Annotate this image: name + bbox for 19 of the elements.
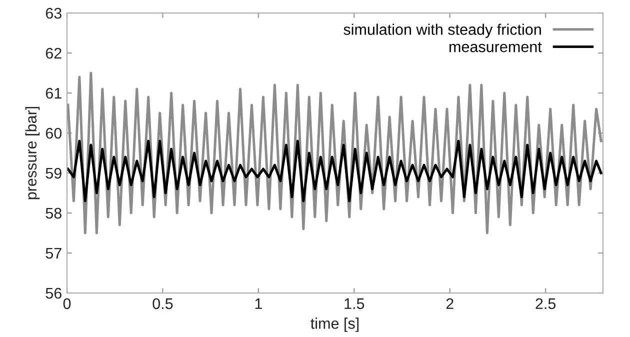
x-tick-label: 2.5 — [536, 298, 556, 310]
y-tick-label: 58 — [46, 208, 62, 219]
y-axis-title: pressure [bar] — [25, 106, 40, 200]
y-tick-label: 56 — [46, 288, 62, 299]
y-tick-label: 60 — [46, 128, 62, 139]
line-series — [67, 140, 602, 202]
legend-label: measurement — [450, 42, 542, 52]
y-tick-label: 59 — [46, 168, 62, 179]
x-tick-label: 2 — [446, 298, 454, 309]
x-axis-title: time [s] — [310, 318, 359, 332]
x-tick-label: 0 — [63, 298, 71, 310]
legend-label: simulation with steady friction — [344, 24, 541, 38]
y-tick-label: 62 — [46, 48, 62, 59]
y-tick-label: 57 — [46, 248, 62, 259]
y-tick-label: 63 — [46, 8, 62, 19]
x-tick-label: 1 — [255, 298, 262, 309]
y-tick-label: 61 — [46, 88, 62, 99]
x-tick-label: 1.5 — [344, 298, 364, 310]
x-tick-label: 0.5 — [152, 298, 173, 310]
